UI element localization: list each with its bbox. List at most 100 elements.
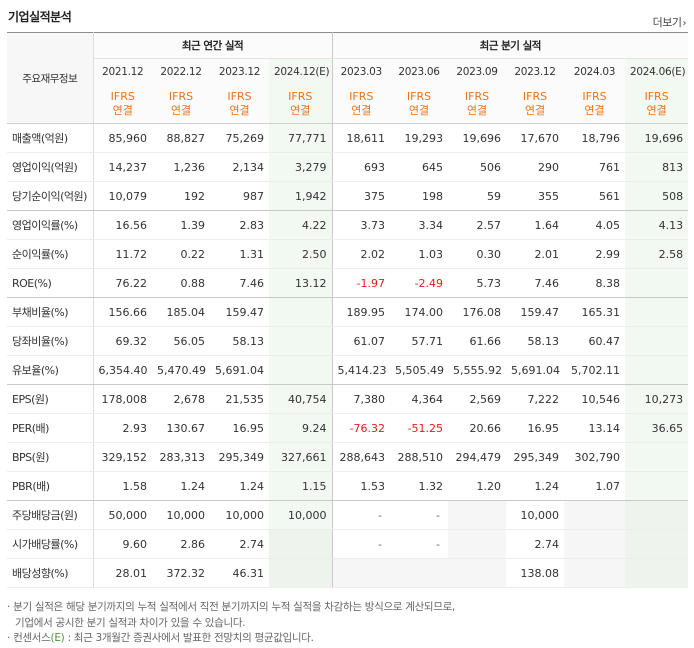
- table-cell: 761: [564, 152, 626, 182]
- table-cell: 1,942: [269, 181, 333, 211]
- period-header: 2022.12: [152, 58, 210, 86]
- table-cell: [332, 558, 391, 588]
- ifrs-badge: IFRS 연결: [269, 85, 333, 124]
- table-cell: 5,555.92: [448, 355, 507, 385]
- table-cell: 1.24: [152, 471, 210, 501]
- table-cell: 20.66: [448, 413, 507, 443]
- table-row: 주당배당금(원) 50,000 10,000 10,000 10,000- -10,000: [7, 500, 689, 530]
- table-cell: [625, 471, 689, 501]
- table-cell: 2,569: [448, 384, 507, 414]
- table-cell: 85,960: [93, 123, 152, 153]
- table-cell: 198: [390, 181, 449, 211]
- table-row: 부채비율(%) 156.66 185.04 159.47 189.95 174.00 176…: [7, 297, 689, 327]
- table-cell: [625, 500, 689, 530]
- table-cell: -51.25: [390, 413, 449, 443]
- table-cell: 5,691.04: [210, 355, 269, 385]
- table-cell: 21,535: [210, 384, 269, 414]
- footnote-2: · 컨센서스(E) : 최근 3개월간 증권사에서 발표한 전망치의 평균값입니…: [7, 632, 314, 644]
- footnote-1: · 분기 실적은 해당 분기까지의 누적 실적에서 직전 분기까지의 누적 실적…: [7, 601, 456, 613]
- table-cell: 40,754: [269, 384, 333, 414]
- table-cell: 9.24: [269, 413, 333, 443]
- ifrs-badge: IFRS 연결: [448, 85, 507, 124]
- table-cell: [269, 326, 333, 356]
- row-label: PBR(배): [7, 471, 94, 501]
- more-label: 더보기: [652, 16, 682, 29]
- ifrs-badge: IFRS 연결: [506, 85, 565, 124]
- table-cell: 50,000: [93, 500, 152, 530]
- table-cell: -: [332, 529, 391, 559]
- footnote-1-cont: 기업에서 공시한 분기 실적과 차이가 있을 수 있습니다.: [15, 616, 246, 629]
- table-cell: 3.73: [332, 210, 391, 240]
- table-cell: 7.46: [506, 268, 565, 298]
- table-cell: 130.67: [152, 413, 210, 443]
- ifrs-badge: IFRS 연결: [332, 85, 391, 124]
- table-cell: [625, 442, 689, 472]
- table-cell: [269, 558, 333, 588]
- table-cell: 1.39: [152, 210, 210, 240]
- table-cell: [625, 268, 689, 298]
- row-label: 배당성향(%): [7, 558, 94, 588]
- table-cell: [448, 500, 507, 530]
- period-header: 2023.12: [210, 58, 269, 86]
- table-cell: 295,349: [506, 442, 565, 472]
- table-cell: -: [332, 500, 391, 530]
- table-cell: 46.31: [210, 558, 269, 588]
- table-cell: 1.31: [210, 239, 269, 269]
- row-label: 순이익률(%): [7, 239, 94, 269]
- row-label: 주당배당금(원): [7, 500, 94, 530]
- table-cell: 4.22: [269, 210, 333, 240]
- table-cell: [625, 297, 689, 327]
- table-row: 당좌비율(%) 69.32 56.05 58.13 61.07 57.71 61.66 58.…: [7, 326, 689, 356]
- table-row: PER(배) 2.93 130.67 16.95 9.24 -76.32 -51.25 20.…: [7, 413, 689, 443]
- table-cell: 7,380: [332, 384, 391, 414]
- table-cell: 1.24: [506, 471, 565, 501]
- table-cell: 58.13: [210, 326, 269, 356]
- period-header: 2023.12: [506, 58, 565, 86]
- table-cell: -2.49: [390, 268, 449, 298]
- table-cell: 4.05: [564, 210, 626, 240]
- table-cell: 58.13: [506, 326, 565, 356]
- table-cell: 1.07: [564, 471, 626, 501]
- table-cell: 1.58: [93, 471, 152, 501]
- table-cell: 329,152: [93, 442, 152, 472]
- table-cell: 36.65: [625, 413, 689, 443]
- more-link[interactable]: 더보기›: [652, 14, 687, 30]
- annual-group-header: 최근 연간 실적: [93, 32, 333, 59]
- table-row: 시가배당률(%) 9.60 2.86 2.74- -2.74: [7, 529, 689, 559]
- table-cell: 138.08: [506, 558, 565, 588]
- table-cell: [448, 529, 507, 559]
- row-label: 영업이익(억원): [7, 152, 94, 182]
- table-cell: [448, 558, 507, 588]
- table-cell: 11.72: [93, 239, 152, 269]
- period-header: 2024.12(E): [269, 58, 333, 86]
- period-header: 2021.12: [93, 58, 152, 86]
- table-cell: 9.60: [93, 529, 152, 559]
- table-cell: 2.01: [506, 239, 565, 269]
- table-cell: 19,696: [625, 123, 689, 153]
- table-cell: [625, 558, 689, 588]
- table-cell: 5,691.04: [506, 355, 565, 385]
- table-cell: 14,237: [93, 152, 152, 182]
- ifrs-badge: IFRS 연결: [625, 85, 689, 124]
- ifrs-badge: IFRS 연결: [210, 85, 269, 124]
- table-cell: 18,611: [332, 123, 391, 153]
- table-cell: [625, 529, 689, 559]
- table-cell: 59: [448, 181, 507, 211]
- table-cell: 288,643: [332, 442, 391, 472]
- table-cell: 1.15: [269, 471, 333, 501]
- table-cell: [269, 529, 333, 559]
- table-cell: 77,771: [269, 123, 333, 153]
- period-header: 2023.06: [390, 58, 449, 86]
- table-cell: 13.14: [564, 413, 626, 443]
- table-cell: 75,269: [210, 123, 269, 153]
- row-label: 유보율(%): [7, 355, 94, 385]
- table-cell: 0.30: [448, 239, 507, 269]
- table-cell: 10,273: [625, 384, 689, 414]
- table-cell: 2.99: [564, 239, 626, 269]
- financial-summary-table: 주요재무정보 최근 연간 실적 최근 분기 실적 2021.12 2022.12 2…: [7, 32, 689, 588]
- ifrs-badge: IFRS 연결: [93, 85, 152, 124]
- row-header-label: 주요재무정보: [7, 32, 94, 124]
- table-cell: 7,222: [506, 384, 565, 414]
- table-cell: 2,134: [210, 152, 269, 182]
- table-cell: 327,661: [269, 442, 333, 472]
